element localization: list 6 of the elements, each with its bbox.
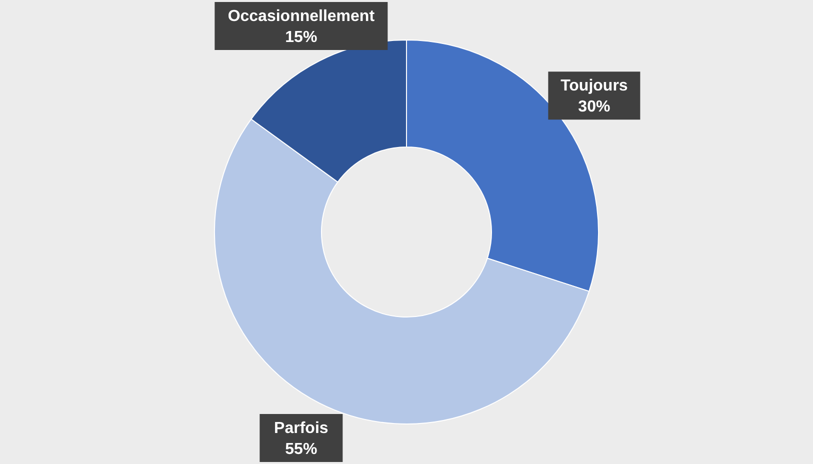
data-label: 15% [285, 29, 318, 46]
data-label: 30% [578, 98, 610, 116]
data-label: 55% [285, 441, 318, 458]
slice-label: Occasionnellement [228, 8, 376, 25]
slice-label: Parfois [274, 420, 328, 437]
slice-label: Toujours [560, 78, 628, 95]
